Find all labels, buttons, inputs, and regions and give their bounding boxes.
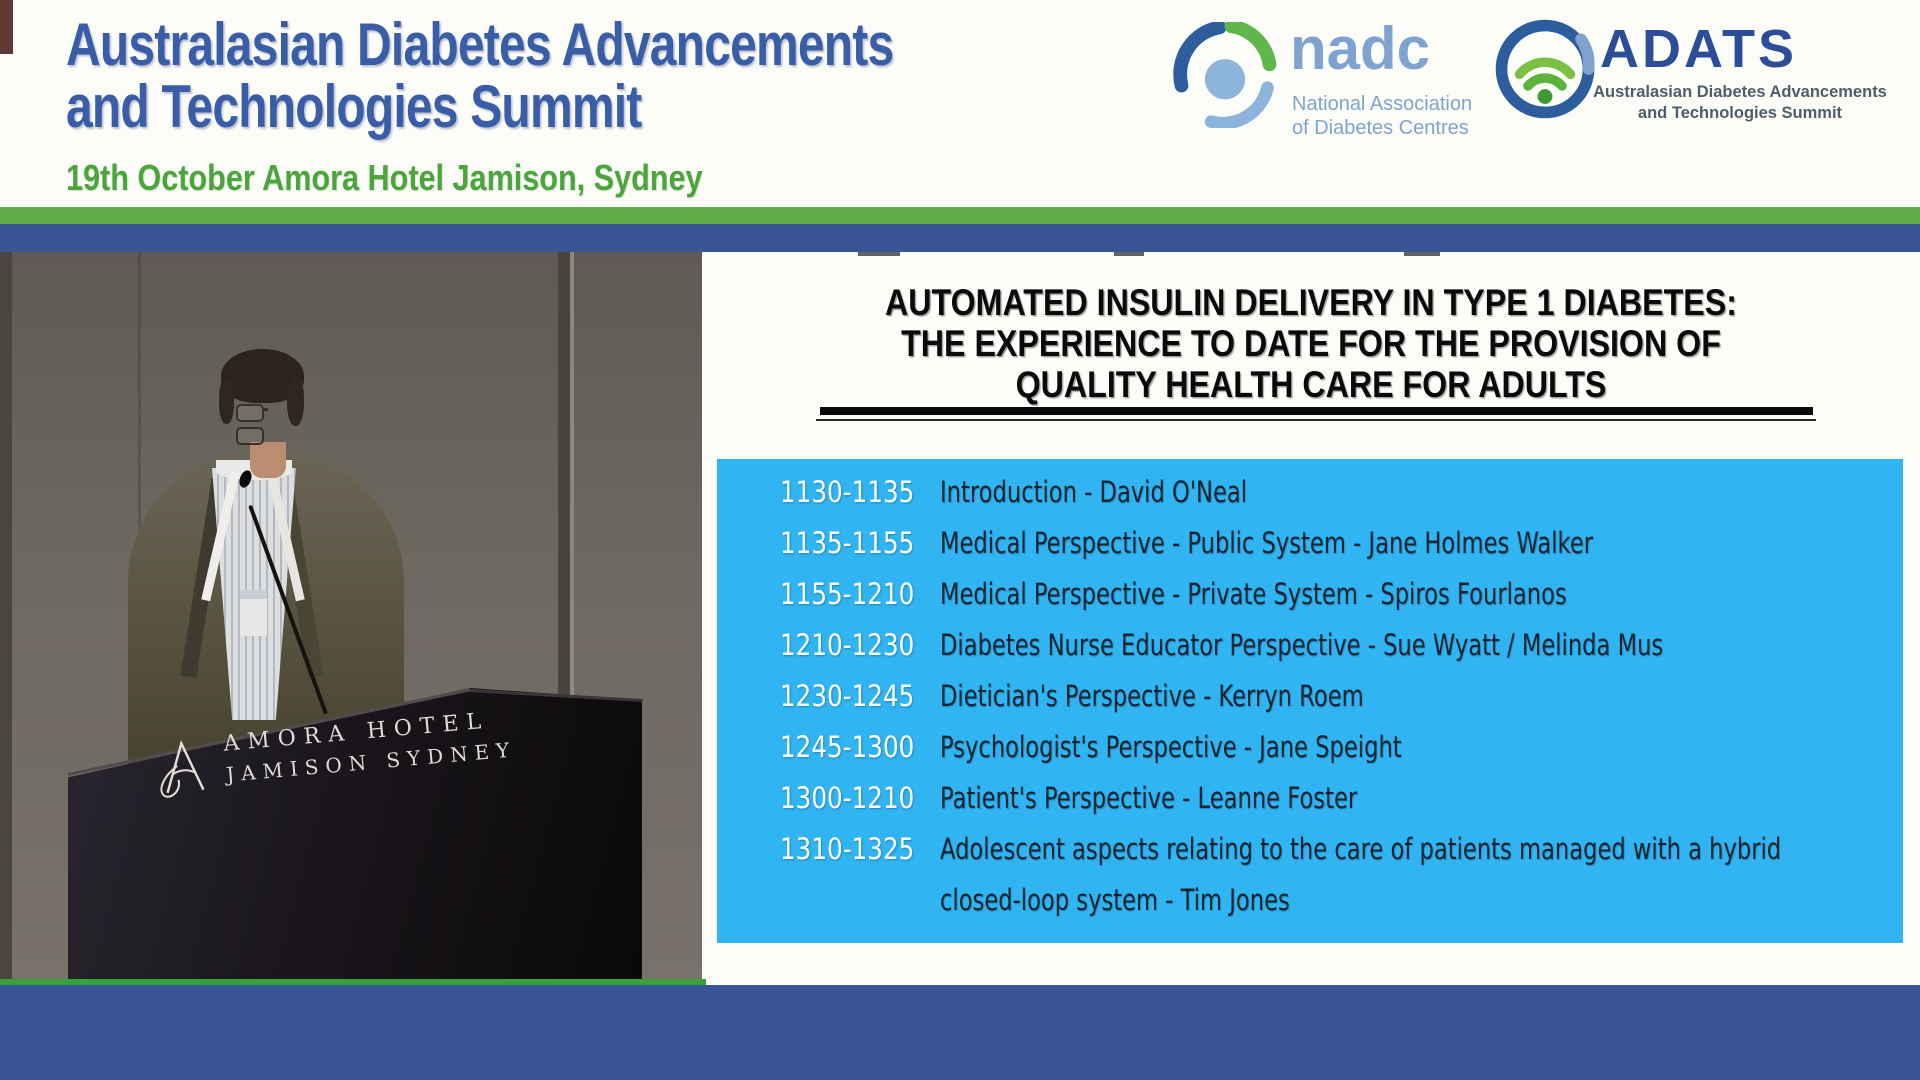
agenda-time: 1130-1135 — [780, 475, 915, 509]
agenda-item: Psychologist's Perspective - Jane Speigh… — [940, 730, 1402, 764]
agenda-row: 1210-1230 Diabetes Nurse Educator Perspe… — [717, 620, 1920, 671]
speaker-hair — [219, 378, 234, 424]
slide-crop-artifact — [858, 252, 900, 256]
agenda-item: Dietician's Perspective - Kerryn Roem — [940, 679, 1364, 713]
agenda-row: 1230-1245 Dietician's Perspective - Kerr… — [717, 671, 1920, 722]
agenda-item: Medical Perspective - Public System - Ja… — [940, 526, 1594, 560]
title-underline-thin — [816, 419, 1816, 421]
blue-banner-bar — [0, 224, 1920, 252]
speaker-glasses — [236, 404, 294, 445]
amora-monogram-icon — [160, 740, 205, 798]
agenda-row: 1300-1210 Patient's Perspective - Leanne… — [717, 773, 1920, 824]
adats-wordmark: ADATS — [1600, 19, 1797, 79]
footer-bar — [0, 985, 1920, 1080]
conference-badge — [240, 590, 267, 636]
speaker-hair — [287, 376, 304, 426]
agenda-item: Diabetes Nurse Educator Perspective - Su… — [940, 628, 1664, 662]
agenda-row: 1245-1300 Psychologist's Perspective - J… — [717, 722, 1920, 773]
event-date-venue: 19th October Amora Hotel Jamison, Sydney — [66, 157, 703, 198]
agenda-time: 1210-1230 — [780, 628, 915, 662]
agenda-row: 1130-1135 Introduction - David O'Neal — [717, 467, 1920, 518]
nadc-tagline: National Association of Diabetes Centres — [1292, 93, 1473, 139]
door-frame-highlight — [570, 252, 574, 985]
agenda-time: 1245-1300 — [780, 730, 915, 764]
agenda-row: 1135-1155 Medical Perspective - Public S… — [717, 518, 1920, 569]
video-bottom-green-line — [0, 979, 706, 986]
agenda-time: 1135-1155 — [780, 526, 915, 560]
agenda-box: 1130-1135 Introduction - David O'Neal 11… — [717, 459, 1903, 943]
slide-title: AUTOMATED INSULIN DELIVERY IN TYPE 1 DIA… — [781, 282, 1841, 405]
agenda-item: Introduction - David O'Neal — [940, 475, 1248, 509]
nadc-wordmark: nadc — [1290, 15, 1431, 82]
agenda-item: Medical Perspective - Private System - S… — [940, 577, 1567, 611]
presenter-video: AMORA HOTEL JAMISON SYDNEY — [0, 252, 702, 985]
agenda-time: 1155-1210 — [780, 577, 915, 611]
slide-crop-artifact — [1114, 252, 1144, 256]
agenda-time: 1300-1210 — [780, 781, 915, 815]
agenda-item: Patient's Perspective - Leanne Foster — [940, 781, 1358, 815]
event-title: Australasian Diabetes Advancements and T… — [66, 11, 894, 140]
adats-tagline: Australasian Diabetes Advancements and T… — [1593, 83, 1887, 122]
wall-shadow — [0, 252, 12, 985]
slide-crop-artifact — [1404, 252, 1440, 256]
podium-sign: AMORA HOTEL JAMISON SYDNEY — [140, 693, 566, 819]
corner-artifact — [0, 0, 13, 54]
agenda-row: 1155-1210 Medical Perspective - Private … — [717, 569, 1920, 620]
slide-title-line1: AUTOMATED INSULIN DELIVERY IN TYPE 1 DIA… — [885, 282, 1737, 323]
slide-title-line3: QUALITY HEALTH CARE FOR ADULTS — [1015, 364, 1607, 405]
agenda-item: Adolescent aspects relating to the care … — [940, 832, 1782, 917]
agenda-row: 1310-1325 Adolescent aspects relating to… — [717, 824, 1920, 926]
agenda-time: 1310-1325 — [780, 832, 915, 866]
event-title-line1: Australasian Diabetes Advancements — [66, 11, 894, 78]
slide-title-line2: THE EXPERIENCE TO DATE FOR THE PROVISION… — [901, 323, 1721, 364]
speaker-neck — [250, 442, 286, 478]
title-underline-thick — [820, 407, 1813, 415]
adats-ring-icon — [1495, 19, 1595, 119]
green-divider-bar — [0, 207, 1920, 224]
nadc-swirl-icon — [1173, 22, 1277, 128]
event-title-line2: and Technologies Summit — [66, 73, 642, 140]
agenda-time: 1230-1245 — [780, 679, 915, 713]
